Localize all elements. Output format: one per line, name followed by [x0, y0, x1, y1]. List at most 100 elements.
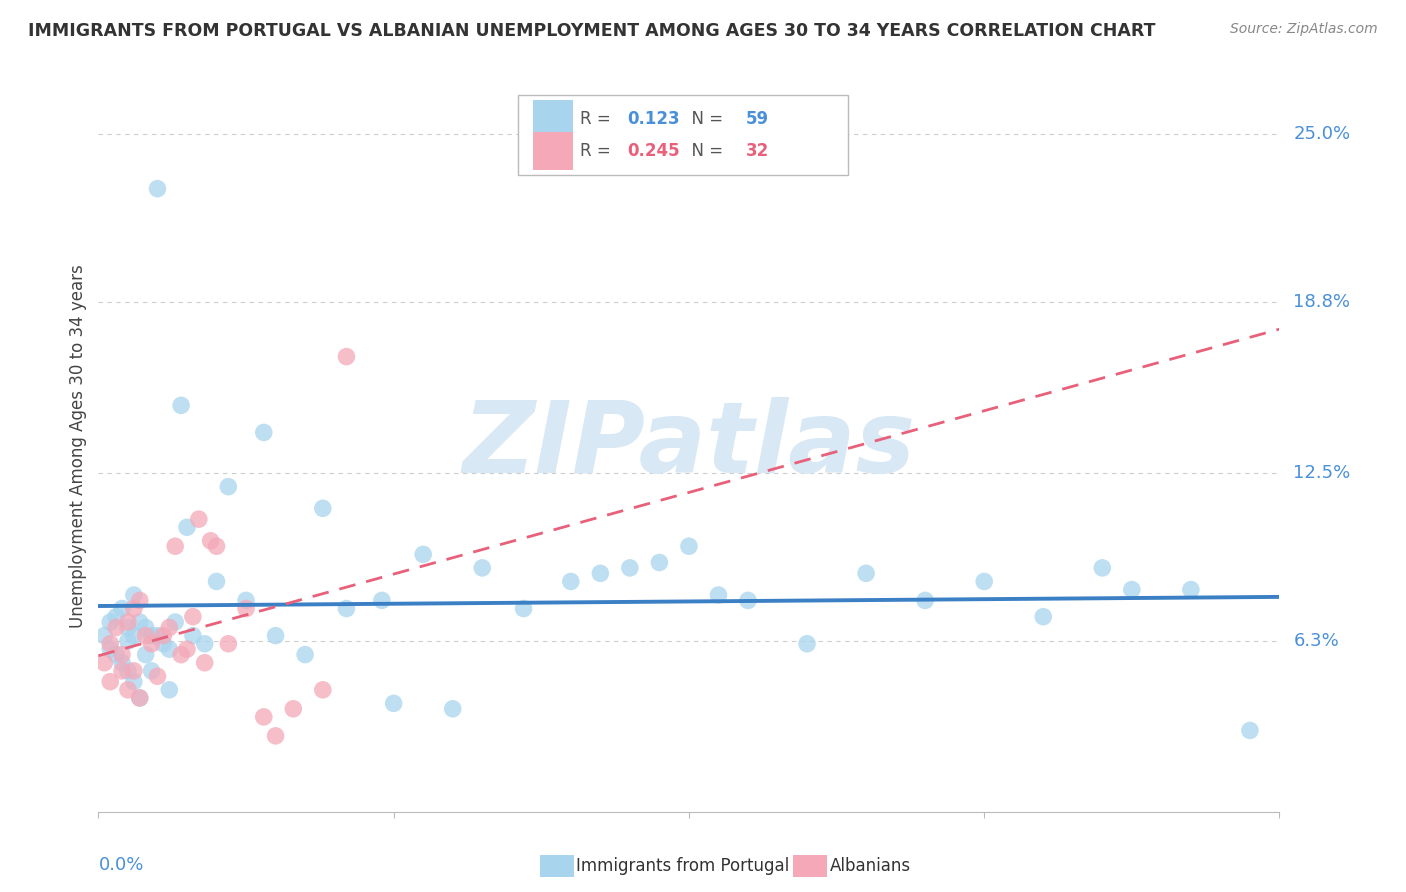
Text: Source: ZipAtlas.com: Source: ZipAtlas.com: [1230, 22, 1378, 37]
Point: [187, 512, 209, 526]
Text: Albanians: Albanians: [830, 857, 911, 875]
Text: 25.0%: 25.0%: [1294, 126, 1351, 144]
Point: [1091, 561, 1114, 575]
Point: [141, 629, 163, 643]
Point: [170, 398, 193, 412]
Point: [312, 682, 335, 697]
Point: [205, 539, 228, 553]
Point: [117, 620, 139, 634]
Point: [235, 601, 257, 615]
Point: [98, 642, 121, 657]
Point: [176, 520, 198, 534]
Point: [217, 637, 239, 651]
Point: [117, 682, 139, 697]
Point: [117, 615, 139, 629]
Point: [111, 648, 134, 662]
Text: 12.5%: 12.5%: [1294, 464, 1351, 482]
Point: [253, 710, 276, 724]
Point: [122, 674, 145, 689]
Point: [194, 656, 217, 670]
Point: [117, 634, 139, 648]
Point: [128, 593, 150, 607]
Point: [1032, 609, 1054, 624]
Point: [98, 615, 121, 629]
Point: [217, 480, 239, 494]
Point: [157, 642, 180, 657]
FancyBboxPatch shape: [533, 132, 574, 170]
Point: [914, 593, 936, 607]
Point: [512, 601, 534, 615]
Text: 59: 59: [745, 110, 769, 128]
Text: 6.3%: 6.3%: [1294, 632, 1339, 650]
Point: [619, 561, 641, 575]
Point: [382, 697, 405, 711]
Point: [312, 501, 335, 516]
Point: [335, 601, 357, 615]
Point: [176, 642, 198, 657]
Text: ZIPatlas: ZIPatlas: [463, 398, 915, 494]
Point: [589, 566, 612, 581]
Point: [122, 601, 145, 615]
Point: [93, 629, 115, 643]
Point: [181, 629, 204, 643]
Point: [157, 682, 180, 697]
Point: [122, 664, 145, 678]
Point: [117, 664, 139, 678]
Point: [205, 574, 228, 589]
Text: Immigrants from Portugal: Immigrants from Portugal: [576, 857, 790, 875]
Text: N =: N =: [681, 142, 728, 161]
Point: [170, 648, 193, 662]
Point: [128, 690, 150, 705]
Point: [412, 547, 434, 561]
Point: [122, 629, 145, 643]
Text: N =: N =: [681, 110, 728, 128]
Point: [165, 539, 187, 553]
Point: [146, 181, 169, 195]
Point: [441, 702, 464, 716]
Point: [194, 637, 217, 651]
Point: [855, 566, 877, 581]
Point: [98, 637, 121, 651]
Point: [141, 664, 163, 678]
Point: [1239, 723, 1261, 738]
Point: [135, 620, 157, 634]
Text: R =: R =: [581, 110, 616, 128]
Point: [105, 609, 128, 624]
Point: [93, 656, 115, 670]
Point: [141, 637, 163, 651]
Point: [111, 601, 134, 615]
Point: [1121, 582, 1143, 597]
Text: 0.123: 0.123: [627, 110, 681, 128]
Point: [98, 674, 121, 689]
Point: [146, 669, 169, 683]
Point: [737, 593, 759, 607]
Point: [648, 556, 671, 570]
Point: [157, 620, 180, 634]
Text: 0.245: 0.245: [627, 142, 681, 161]
FancyBboxPatch shape: [517, 95, 848, 176]
Point: [122, 588, 145, 602]
Point: [152, 637, 174, 651]
Point: [371, 593, 394, 607]
Point: [471, 561, 494, 575]
Text: 18.8%: 18.8%: [1294, 293, 1350, 311]
Point: [678, 539, 700, 553]
Point: [264, 629, 287, 643]
Text: 32: 32: [745, 142, 769, 161]
Y-axis label: Unemployment Among Ages 30 to 34 years: Unemployment Among Ages 30 to 34 years: [69, 264, 87, 628]
Point: [181, 609, 204, 624]
Point: [560, 574, 582, 589]
Point: [135, 648, 157, 662]
Point: [105, 620, 128, 634]
Point: [111, 664, 134, 678]
Point: [796, 637, 818, 651]
FancyBboxPatch shape: [533, 100, 574, 138]
Point: [283, 702, 305, 716]
Text: IMMIGRANTS FROM PORTUGAL VS ALBANIAN UNEMPLOYMENT AMONG AGES 30 TO 34 YEARS CORR: IMMIGRANTS FROM PORTUGAL VS ALBANIAN UNE…: [28, 22, 1156, 40]
Point: [128, 615, 150, 629]
Point: [294, 648, 316, 662]
Point: [235, 593, 257, 607]
Point: [1180, 582, 1202, 597]
Point: [973, 574, 995, 589]
Point: [707, 588, 730, 602]
